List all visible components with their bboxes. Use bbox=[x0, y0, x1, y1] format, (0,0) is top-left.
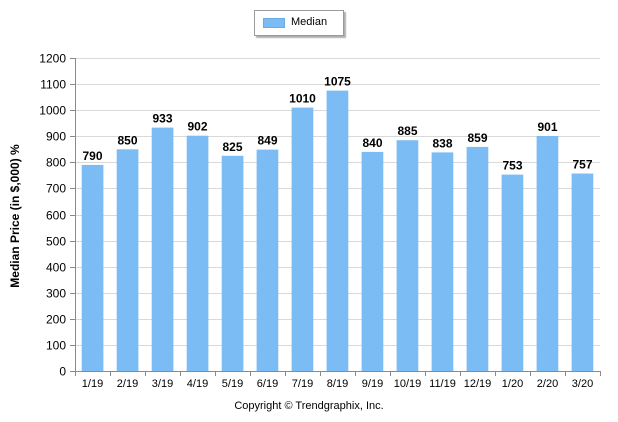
y-tick-label: 900 bbox=[46, 130, 66, 144]
x-tick-label: 8/19 bbox=[327, 378, 348, 390]
y-tick-label: 600 bbox=[46, 209, 66, 223]
data-label: 901 bbox=[537, 120, 557, 134]
x-tick-label: 1/20 bbox=[502, 378, 523, 390]
data-label: 885 bbox=[397, 124, 417, 138]
data-label: 757 bbox=[572, 158, 592, 172]
bar bbox=[151, 127, 174, 371]
data-label: 840 bbox=[362, 136, 382, 150]
bar bbox=[431, 152, 454, 371]
x-tick-label: 3/20 bbox=[572, 378, 593, 390]
x-tick-label: 12/19 bbox=[464, 378, 492, 390]
bar bbox=[536, 136, 559, 371]
y-tick-label: 400 bbox=[46, 261, 66, 275]
bar bbox=[81, 164, 104, 371]
y-tick-labels: 0 100 200 300 400 500 600 700 800 900 1000 1100 1200 bbox=[39, 52, 66, 379]
data-label: 753 bbox=[502, 159, 522, 173]
data-label: 933 bbox=[152, 112, 172, 126]
bar bbox=[256, 149, 279, 371]
data-label: 1075 bbox=[324, 75, 351, 89]
bar bbox=[571, 173, 594, 371]
bar bbox=[361, 151, 384, 371]
bar bbox=[221, 155, 244, 371]
bar bbox=[466, 146, 489, 371]
data-label: 790 bbox=[82, 149, 102, 163]
y-tick-label: 1200 bbox=[39, 52, 66, 66]
y-tick-label: 1000 bbox=[39, 104, 66, 118]
data-label: 1010 bbox=[289, 92, 316, 106]
data-labels: 790 850 933 902 825 849 1010 1075 840 885 838 859 75… bbox=[82, 75, 592, 173]
bar bbox=[326, 90, 349, 371]
bars bbox=[81, 90, 594, 371]
x-tick-label: 10/19 bbox=[394, 378, 422, 390]
x-tick-label: 3/19 bbox=[152, 378, 173, 390]
y-tick-label: 500 bbox=[46, 235, 66, 249]
legend-swatch-median bbox=[263, 18, 285, 28]
x-tick-label: 1/19 bbox=[82, 378, 103, 390]
x-tick-label: 2/19 bbox=[117, 378, 138, 390]
y-tick-label: 1100 bbox=[40, 78, 66, 92]
x-tick-label: 4/19 bbox=[187, 378, 208, 390]
x-tick-label: 11/19 bbox=[429, 378, 456, 390]
y-tick-label: 200 bbox=[46, 313, 66, 327]
y-tick-label: 100 bbox=[46, 339, 66, 353]
data-label: 859 bbox=[467, 131, 487, 145]
x-tick-label: 5/19 bbox=[222, 378, 243, 390]
y-tick-label: 0 bbox=[59, 365, 66, 379]
y-tick-label: 700 bbox=[46, 182, 66, 196]
data-label: 850 bbox=[117, 133, 137, 147]
bar bbox=[116, 149, 139, 371]
x-tick-label: 9/19 bbox=[362, 378, 383, 390]
data-label: 902 bbox=[187, 120, 207, 134]
x-tick-labels: 1/19 2/19 3/19 4/19 5/19 6/19 7/19 8/19 9/19 10/1… bbox=[82, 378, 593, 390]
bar bbox=[396, 140, 419, 371]
data-label: 838 bbox=[432, 136, 452, 150]
bar bbox=[186, 135, 209, 371]
x-tick-label: 6/19 bbox=[257, 378, 278, 390]
data-label: 849 bbox=[257, 134, 277, 148]
legend-label-median: Median bbox=[291, 16, 328, 28]
x-tick-label: 2/20 bbox=[537, 378, 558, 390]
data-label: 825 bbox=[222, 140, 242, 154]
x-tick-label: 7/19 bbox=[292, 378, 313, 390]
y-tick-label: 300 bbox=[46, 287, 66, 301]
copyright-text: Copyright © Trendgraphix, Inc. bbox=[234, 400, 384, 412]
y-tick-label: 800 bbox=[46, 156, 66, 170]
chart-legend: Median bbox=[254, 10, 344, 36]
bar bbox=[501, 174, 524, 371]
axes bbox=[70, 58, 601, 376]
bar bbox=[291, 107, 314, 371]
